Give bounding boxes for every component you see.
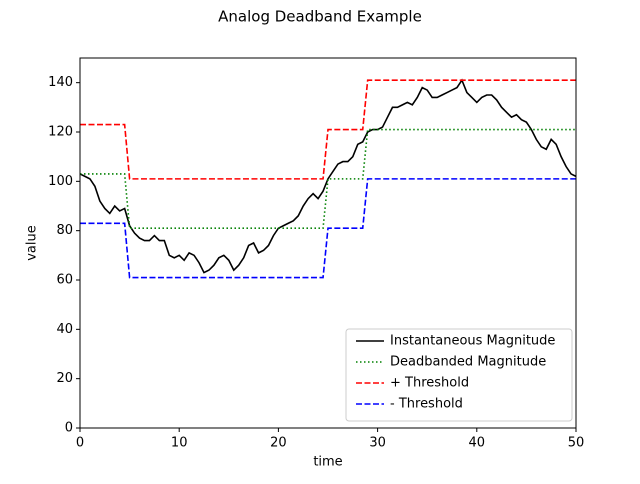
x-tick-label: 20 [270, 436, 287, 451]
y-tick-label: 80 [56, 223, 73, 238]
chart-title: Analog Deadband Example [218, 8, 422, 26]
x-tick-label: 0 [76, 436, 84, 451]
x-tick-label: 10 [171, 436, 188, 451]
legend-label: Deadbanded Magnitude [390, 355, 546, 370]
x-tick-label: 40 [469, 436, 486, 451]
y-tick-label: 120 [48, 125, 73, 140]
y-tick-label: 60 [56, 273, 73, 288]
x-tick-label: 30 [369, 436, 386, 451]
series-line [79, 78, 577, 274]
y-axis-label: value [25, 225, 40, 261]
legend-label: Instantaneous Magnitude [390, 334, 555, 349]
series-line [80, 178, 576, 279]
series-line [80, 79, 576, 180]
y-tick-label: 20 [56, 371, 73, 386]
x-tick-label: 50 [568, 436, 585, 451]
y-tick-label: 100 [48, 174, 73, 189]
y-tick-label: 40 [56, 322, 73, 337]
y-tick-label: 0 [65, 421, 73, 436]
legend-label: + Threshold [390, 376, 469, 391]
legend-box [345, 328, 573, 422]
legend-label: - Threshold [390, 397, 463, 412]
x-axis-label: time [313, 455, 342, 470]
y-tick-label: 140 [48, 75, 73, 90]
plot-frame [79, 57, 577, 429]
series-line [80, 128, 576, 229]
